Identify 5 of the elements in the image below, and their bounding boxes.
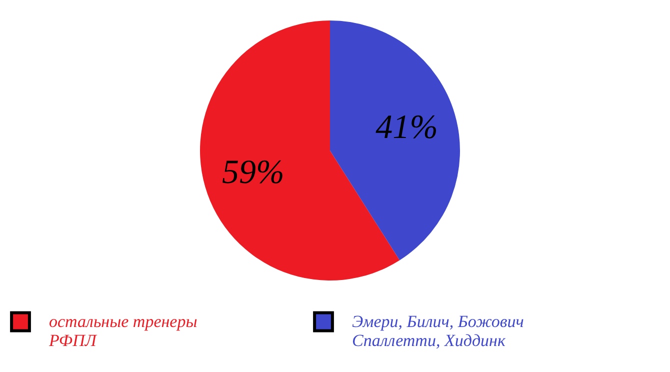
legend-label: остальные тренеры РФПЛ xyxy=(48,312,198,350)
pie-slice xyxy=(330,20,460,260)
data-label: 41% xyxy=(376,109,438,146)
data-label: 59% xyxy=(222,154,284,191)
legend-label: Эмери, Билич, Божович Спаллетти, Хиддинк xyxy=(352,312,524,350)
